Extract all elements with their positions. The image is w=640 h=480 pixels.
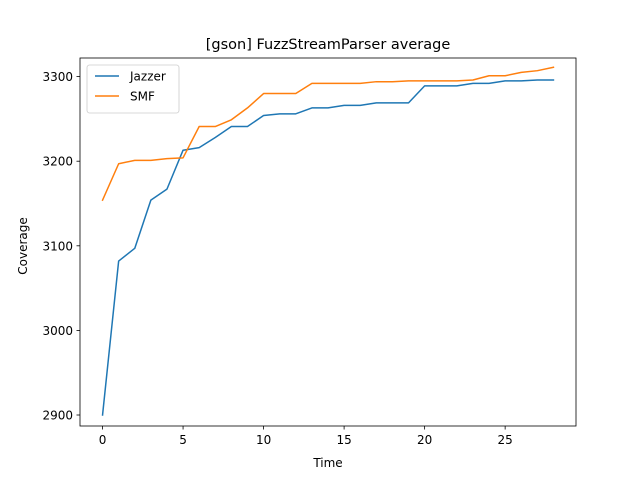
y-tick-label: 3200 xyxy=(42,155,73,169)
x-tick-label: 20 xyxy=(417,433,432,447)
series-line-jazzer xyxy=(101,79,555,416)
axes-frame xyxy=(79,57,577,427)
x-tick-label: 5 xyxy=(179,433,187,447)
x-tick-label: 0 xyxy=(99,433,107,447)
legend-box xyxy=(86,64,180,114)
y-tick-label: 3000 xyxy=(42,324,73,338)
series-layer xyxy=(101,66,555,416)
y-tick-label: 2900 xyxy=(42,409,73,423)
y-axis-label: Coverage xyxy=(16,217,30,275)
y-tick-label: 3300 xyxy=(42,70,73,84)
legend-label-jazzer: Jazzer xyxy=(129,70,166,84)
y-tick-label: 3100 xyxy=(42,239,73,253)
x-tick-label: 10 xyxy=(256,433,271,447)
legend: Jazzer SMF xyxy=(86,64,180,114)
x-tick-label: 25 xyxy=(498,433,513,447)
x-axis-label: Time xyxy=(312,456,342,470)
series-line-smf xyxy=(101,66,555,202)
x-tick-label: 15 xyxy=(336,433,351,447)
axes-layer: 0 5 10 15 20 25 2900 3000 3100 3200 3300 xyxy=(42,57,577,447)
legend-label-smf: SMF xyxy=(130,90,155,104)
chart-title: [gson] FuzzStreamParser average xyxy=(206,37,451,53)
